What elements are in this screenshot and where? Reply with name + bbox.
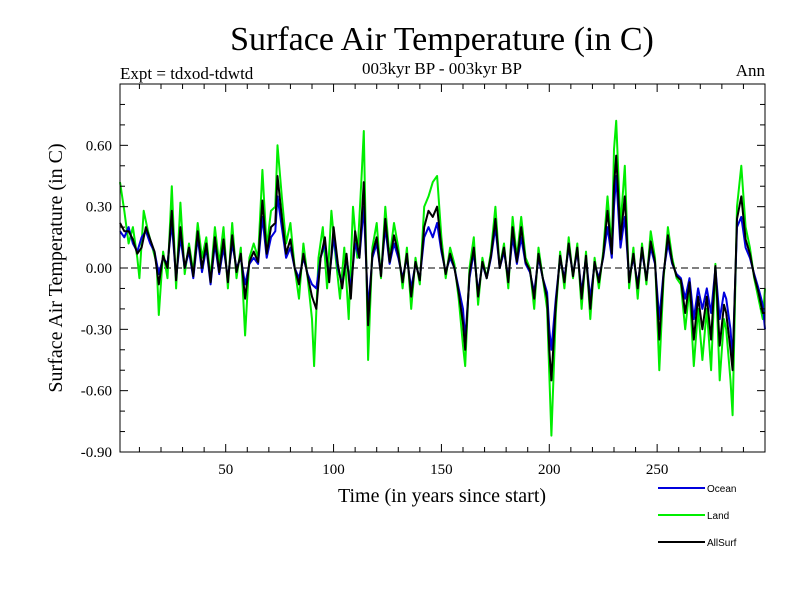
legend-item-land: Land bbox=[658, 511, 729, 522]
legend-item-allsurf: AllSurf bbox=[658, 538, 737, 549]
x-tick-label: 50 bbox=[218, 462, 233, 478]
y-tick-labels: -0.90 -0.60 -0.30 0.00 0.30 0.60 bbox=[81, 138, 112, 461]
y-tick-label: 0.60 bbox=[86, 138, 112, 154]
experiment-label: Expt = tdxod-tdwtd bbox=[120, 64, 254, 83]
plot-frame bbox=[119, 83, 766, 453]
y-tick-label: 0.30 bbox=[86, 200, 112, 216]
y-tick-label: -0.90 bbox=[81, 445, 112, 461]
legend-label: Land bbox=[707, 511, 729, 522]
y-tick-label: -0.60 bbox=[81, 384, 112, 400]
legend-item-ocean: Ocean bbox=[658, 484, 736, 495]
series-line-land bbox=[119, 119, 766, 437]
series-group bbox=[119, 119, 766, 437]
legend-label: AllSurf bbox=[707, 538, 737, 549]
x-tick-label: 250 bbox=[646, 462, 669, 478]
x-tick-label: 100 bbox=[322, 462, 345, 478]
chart-title: Surface Air Temperature (in C) bbox=[230, 21, 654, 58]
legend: Ocean Land AllSurf bbox=[658, 484, 737, 549]
y-tick-label: -0.30 bbox=[81, 322, 112, 338]
x-tick-labels: 50 100 150 200 250 bbox=[218, 462, 668, 478]
chart-subtitle: 003kyr BP - 003kyr BP bbox=[362, 59, 522, 78]
axis-ticks bbox=[120, 83, 765, 453]
series-line-allsurf bbox=[119, 154, 765, 382]
x-axis-title: Time (in years since start) bbox=[338, 485, 546, 507]
y-tick-label: 0.00 bbox=[86, 261, 112, 277]
period-label: Ann bbox=[736, 61, 766, 80]
legend-label: Ocean bbox=[707, 484, 736, 495]
y-axis-title: Surface Air Temperature (in C) bbox=[45, 143, 67, 392]
x-tick-label: 200 bbox=[538, 462, 561, 478]
x-tick-label: 150 bbox=[430, 462, 453, 478]
